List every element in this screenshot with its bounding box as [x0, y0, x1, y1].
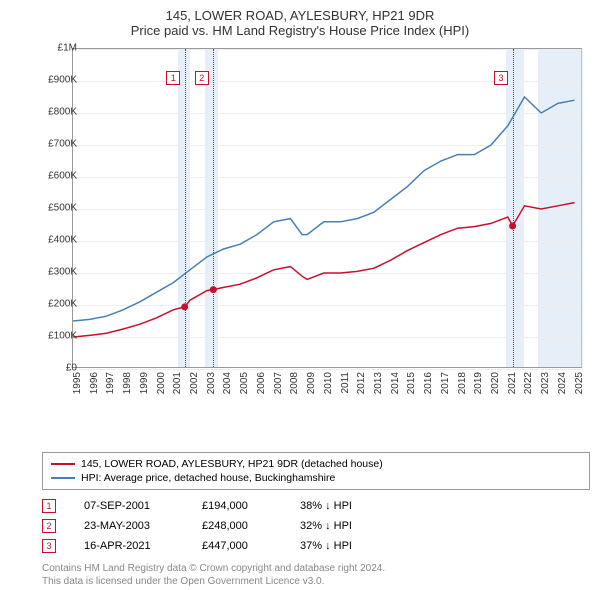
y-axis-label: £200K [48, 299, 77, 310]
sale-price: £194,000 [202, 500, 272, 512]
sales-table: 1 07-SEP-2001 £194,000 38% ↓ HPI 2 23-MAY-200… [42, 496, 590, 556]
x-axis-label: 2001 [172, 372, 183, 394]
footer-line1: Contains HM Land Registry data © Crown c… [42, 562, 590, 575]
marker-dot [210, 286, 217, 293]
sale-price: £447,000 [202, 540, 272, 552]
y-axis-label: £400K [48, 235, 77, 246]
x-axis-label: 2025 [574, 372, 585, 394]
title-address: 145, LOWER ROAD, AYLESBURY, HP21 9DR [0, 8, 600, 23]
footer-line2: This data is licensed under the Open Gov… [42, 575, 590, 588]
chart-area: 123 £0£100K£200K£300K£400K£500K£600K£700… [32, 48, 592, 408]
sale-marker: 1 [42, 499, 56, 513]
y-axis-label: £1M [58, 43, 77, 54]
x-axis-label: 2017 [440, 372, 451, 394]
x-axis-label: 2022 [523, 372, 534, 394]
title-subtitle: Price paid vs. HM Land Registry's House … [0, 23, 600, 38]
x-axis-label: 2023 [540, 372, 551, 394]
series-svg [73, 49, 583, 369]
y-axis-label: £900K [48, 75, 77, 86]
x-axis-label: 2011 [340, 372, 351, 394]
x-axis-label: 1996 [89, 372, 100, 394]
legend: 145, LOWER ROAD, AYLESBURY, HP21 9DR (de… [42, 452, 590, 490]
sale-diff: 37% ↓ HPI [300, 540, 390, 552]
marker-dot [181, 303, 188, 310]
x-axis-label: 2002 [189, 372, 200, 394]
x-axis-label: 2024 [557, 372, 568, 394]
x-axis-label: 1997 [105, 372, 116, 394]
x-axis-label: 2000 [156, 372, 167, 394]
sale-diff: 38% ↓ HPI [300, 500, 390, 512]
x-axis-label: 2005 [239, 372, 250, 394]
y-axis-label: £100K [48, 331, 77, 342]
sale-marker: 2 [42, 519, 56, 533]
x-axis-label: 1999 [139, 372, 150, 394]
marker-dot [509, 222, 516, 229]
plot-region: 123 [72, 48, 582, 368]
x-axis-label: 2007 [273, 372, 284, 394]
legend-row: HPI: Average price, detached house, Buck… [51, 471, 581, 485]
x-axis-label: 2013 [373, 372, 384, 394]
series-property [73, 203, 575, 337]
x-axis-label: 2006 [256, 372, 267, 394]
sale-row: 3 16-APR-2021 £447,000 37% ↓ HPI [42, 536, 590, 556]
series-hpi [73, 97, 575, 321]
sale-row: 1 07-SEP-2001 £194,000 38% ↓ HPI [42, 496, 590, 516]
x-axis-label: 2008 [289, 372, 300, 394]
x-axis-label: 2010 [323, 372, 334, 394]
x-axis-label: 2009 [306, 372, 317, 394]
legend-swatch [51, 463, 75, 465]
sale-date: 16-APR-2021 [84, 540, 174, 552]
gridline [73, 369, 581, 370]
x-axis-label: 2019 [473, 372, 484, 394]
y-axis-label: £600K [48, 171, 77, 182]
chart-title: 145, LOWER ROAD, AYLESBURY, HP21 9DR Pri… [0, 0, 600, 42]
sale-date: 23-MAY-2003 [84, 520, 174, 532]
x-axis-label: 2020 [490, 372, 501, 394]
y-axis-label: £700K [48, 139, 77, 150]
legend-label: 145, LOWER ROAD, AYLESBURY, HP21 9DR (de… [81, 458, 383, 470]
legend-swatch [51, 477, 75, 479]
sale-diff: 32% ↓ HPI [300, 520, 390, 532]
x-axis-label: 1998 [122, 372, 133, 394]
x-axis-label: 2015 [406, 372, 417, 394]
x-axis-label: 2014 [390, 372, 401, 394]
sale-date: 07-SEP-2001 [84, 500, 174, 512]
x-axis-label: 2003 [206, 372, 217, 394]
x-axis-label: 1995 [72, 372, 83, 394]
y-axis-label: £800K [48, 107, 77, 118]
sale-row: 2 23-MAY-2003 £248,000 32% ↓ HPI [42, 516, 590, 536]
x-axis-label: 2018 [457, 372, 468, 394]
sale-marker: 3 [42, 539, 56, 553]
x-axis-label: 2016 [423, 372, 434, 394]
legend-label: HPI: Average price, detached house, Buck… [81, 472, 335, 484]
legend-row: 145, LOWER ROAD, AYLESBURY, HP21 9DR (de… [51, 457, 581, 471]
footer-attribution: Contains HM Land Registry data © Crown c… [42, 562, 590, 588]
x-axis-label: 2012 [356, 372, 367, 394]
y-axis-label: £300K [48, 267, 77, 278]
x-axis-label: 2004 [222, 372, 233, 394]
sale-price: £248,000 [202, 520, 272, 532]
x-axis-label: 2021 [507, 372, 518, 394]
y-axis-label: £500K [48, 203, 77, 214]
